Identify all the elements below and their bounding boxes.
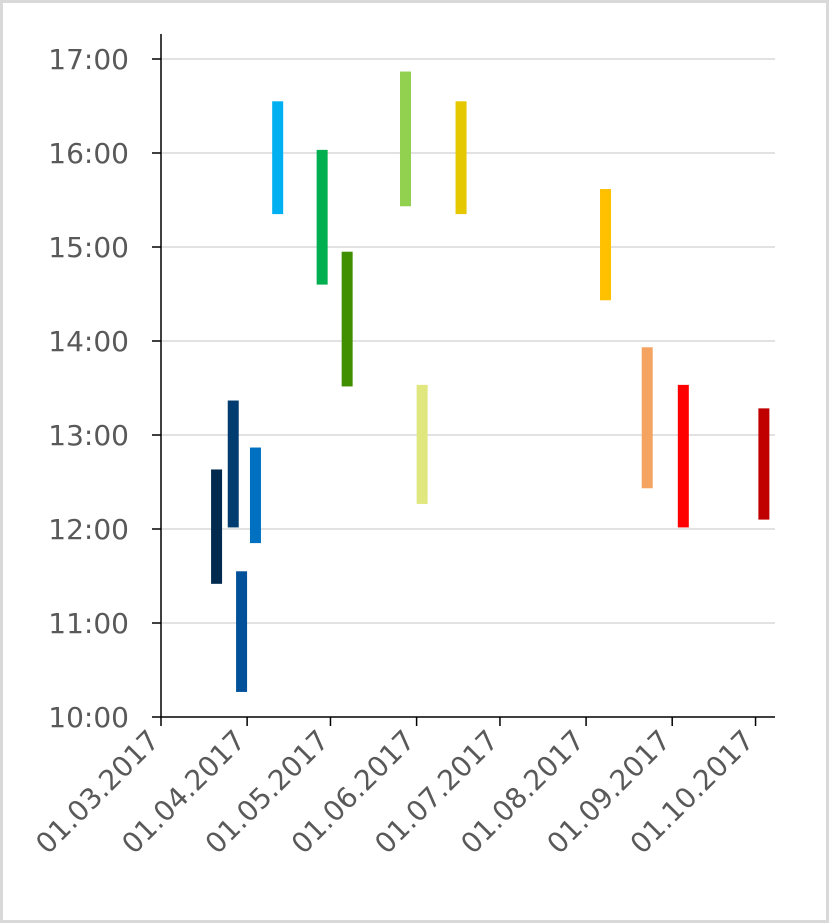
time-range-bar: [455, 101, 467, 215]
time-range-bar: [272, 101, 284, 215]
time-range-bar: [249, 447, 261, 544]
y-tick-label: 11:00: [48, 607, 129, 640]
y-tick-label: 14:00: [48, 325, 129, 358]
time-range-bar: [641, 347, 653, 489]
y-tick-label: 15:00: [48, 231, 129, 264]
x-tick-labels: 01.03.201701.04.201701.05.201701.06.2017…: [29, 724, 760, 861]
y-tick-label: 12:00: [48, 513, 129, 546]
axes: [152, 34, 775, 726]
y-tick-label: 16:00: [48, 137, 129, 170]
time-range-bar: [416, 384, 428, 504]
bars: [211, 71, 770, 692]
time-range-bar: [600, 189, 612, 301]
time-range-bar: [399, 71, 411, 207]
y-tick-label: 13:00: [48, 419, 129, 452]
time-range-bar: [227, 400, 239, 528]
time-range-bar: [677, 384, 689, 528]
y-tick-label: 17:00: [48, 43, 129, 76]
gridlines: [161, 58, 775, 624]
y-tick-labels: 10:00 11:00 12:00 13:00 14:00 15:00 16:00 17:00: [48, 43, 129, 734]
time-range-bar: [236, 571, 248, 692]
y-tick-label: 10:00: [48, 701, 129, 734]
time-range-bar: [341, 251, 353, 387]
time-range-bar: [758, 408, 770, 520]
time-range-bar: [211, 469, 223, 584]
time-range-bar: [316, 149, 328, 285]
